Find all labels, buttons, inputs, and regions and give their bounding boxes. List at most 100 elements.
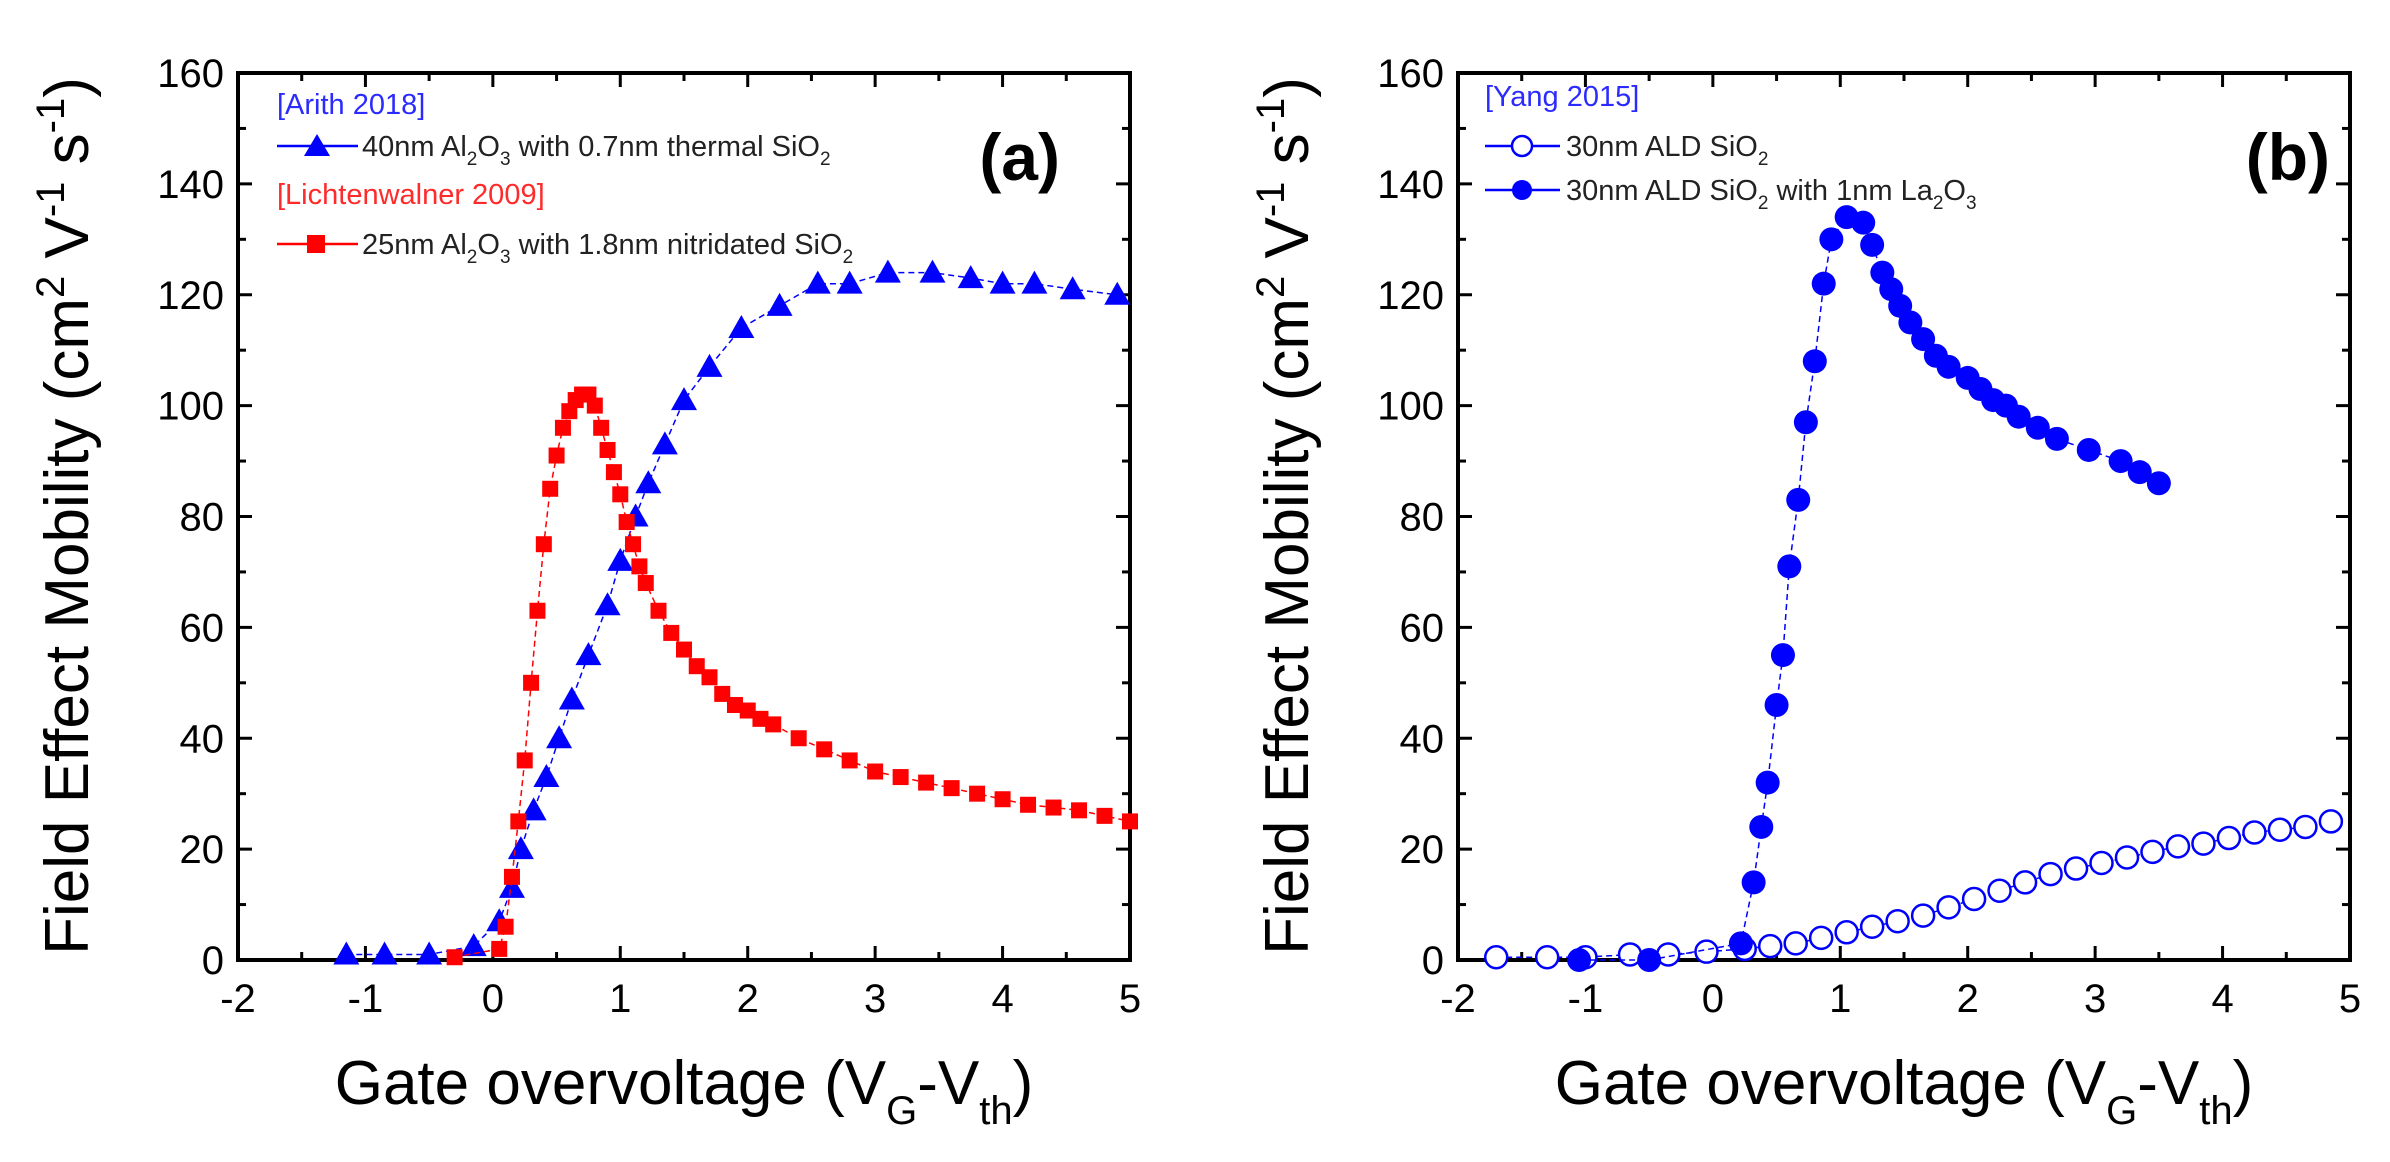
axis-title-sub: th <box>979 1089 1012 1133</box>
data-point-triangle <box>460 933 487 957</box>
panel-a-legend-label-2: 25nm Al2O3 with 1.8nm nitridated SiO2 <box>362 229 853 268</box>
legend-text: with 0.7nm thermal SiO <box>511 131 820 163</box>
y-tick-label: 0 <box>202 939 224 983</box>
data-point-square <box>892 769 909 786</box>
x-tick-label: 5 <box>2339 977 2361 1021</box>
legend-text: 30nm ALD SiO <box>1566 131 1758 163</box>
data-point-square <box>1045 799 1062 816</box>
axis-title-text: ) <box>2233 1049 2254 1118</box>
panel-a-legend-ref-2: [Lichtenwalner 2009] <box>277 179 545 211</box>
data-point-open-circle <box>2089 850 2114 876</box>
data-point-square <box>491 940 508 957</box>
data-point-filled-circle <box>1911 327 1936 352</box>
data-point-filled-circle <box>1819 227 1844 252</box>
y-tick-label: 140 <box>157 163 224 207</box>
series-line <box>346 271 1118 956</box>
panel-b-legend-label-1: 30nm ALD SiO2 <box>1566 131 1768 170</box>
data-point-square <box>497 918 514 935</box>
data-point-square <box>790 730 807 747</box>
axis-title-text: Field Effect Mobility (cm <box>33 298 102 955</box>
y-tick-label: 60 <box>180 606 225 650</box>
data-point-open-circle <box>1694 939 1719 964</box>
y-tick-label: 120 <box>1377 274 1444 318</box>
data-point-triangle <box>989 270 1016 294</box>
axis-title-text: ) <box>1253 77 1322 98</box>
y-tick-label: 80 <box>1400 496 1445 540</box>
data-point-square <box>516 752 533 769</box>
data-point-open-circle <box>1757 933 1783 959</box>
data-point-square <box>701 669 718 686</box>
panel-b: -2 -1 0 1 2 3 4 5 0 20 40 60 80 100 120 140 160 (b) [Yan… <box>1249 52 2361 1133</box>
legend-text: O <box>477 229 500 261</box>
data-point-triangle <box>1059 276 1086 300</box>
panel-b-legend-ref-1: [Yang 2015] <box>1485 81 1639 113</box>
data-point-triangle <box>696 353 723 377</box>
data-point-filled-circle <box>1749 814 1774 839</box>
data-point-open-circle <box>2267 817 2293 842</box>
data-point-open-circle <box>1834 920 1859 945</box>
data-point-square <box>943 780 960 797</box>
axis-title-sub: G <box>886 1089 917 1133</box>
legend-sub: 2 <box>467 247 478 268</box>
data-point-square <box>593 419 610 436</box>
data-point-open-circle <box>1859 914 1885 939</box>
data-point-triangle <box>766 292 793 316</box>
data-point-square <box>650 602 667 619</box>
data-point-square <box>969 785 986 802</box>
data-point-filled-circle <box>2108 449 2133 474</box>
data-point-triangle <box>333 941 360 965</box>
data-point-filled-circle <box>1741 870 1766 895</box>
axis-title-text: ) <box>1013 1049 1034 1118</box>
legend-text: with 1nm La <box>1768 175 1933 207</box>
x-tick-label: 4 <box>2211 977 2233 1021</box>
data-point-open-circle <box>1910 903 1936 928</box>
data-point-square <box>841 752 858 769</box>
x-tick-label: -1 <box>348 977 384 1021</box>
data-point-square <box>637 575 654 592</box>
data-point-square <box>726 696 743 713</box>
axis-title-text: Field Effect Mobility (cm <box>1253 298 1322 955</box>
data-point-triangle <box>371 941 398 965</box>
x-tick-label: -2 <box>220 977 256 1021</box>
panel-b-legend-marker-1 <box>1510 134 1534 158</box>
legend-sub: 2 <box>820 149 831 170</box>
data-point-open-circle <box>2318 809 2344 834</box>
axis-title-text: V <box>33 217 102 276</box>
data-point-open-circle <box>2140 839 2165 865</box>
data-point-open-circle <box>2191 831 2216 856</box>
data-point-square <box>1096 807 1113 824</box>
panel-a-legend-marker-2 <box>307 235 325 253</box>
data-point-filled-circle <box>1793 410 1818 435</box>
y-tick-label: 0 <box>1422 939 1444 983</box>
data-point-open-circle <box>2012 870 2038 895</box>
axis-title-sub: th <box>2199 1089 2232 1133</box>
data-point-square <box>714 685 731 702</box>
panel-b-marks <box>1483 205 2344 972</box>
data-point-filled-circle <box>1764 692 1789 717</box>
data-point-triangle <box>416 941 443 965</box>
data-point-triangle <box>520 797 547 821</box>
panel-a-y-axis-title: Field Effect Mobility (cm2 V-1 s-1) <box>29 77 102 955</box>
data-point-square <box>529 602 546 619</box>
data-point-filled-circle <box>1755 770 1780 795</box>
y-tick-label: 160 <box>1377 52 1444 96</box>
data-point-square <box>631 558 648 575</box>
y-tick-label: 80 <box>180 496 225 540</box>
legend-sub: 2 <box>843 247 854 268</box>
y-tick-label: 40 <box>180 717 225 761</box>
panel-b-legend-marker-2 <box>1512 180 1532 200</box>
panel-b-legend: [Yang 2015] 30nm ALD SiO2 30nm ALD SiO2 … <box>1485 81 1977 214</box>
data-point-square <box>625 536 642 553</box>
legend-sub: 3 <box>500 247 511 268</box>
legend-text: O <box>477 131 500 163</box>
data-point-triangle <box>874 259 901 283</box>
data-point-open-circle <box>1483 944 1509 970</box>
legend-text: 30nm ALD SiO <box>1566 175 1758 207</box>
data-point-triangle <box>546 725 573 749</box>
axis-title-sub: G <box>2106 1089 2137 1133</box>
data-point-triangle <box>635 470 662 494</box>
data-point-triangle <box>671 387 697 411</box>
axis-title-sup: -1 <box>1249 98 1293 134</box>
data-point-filled-circle <box>1860 232 1885 257</box>
data-point-filled-circle <box>1637 948 1662 972</box>
